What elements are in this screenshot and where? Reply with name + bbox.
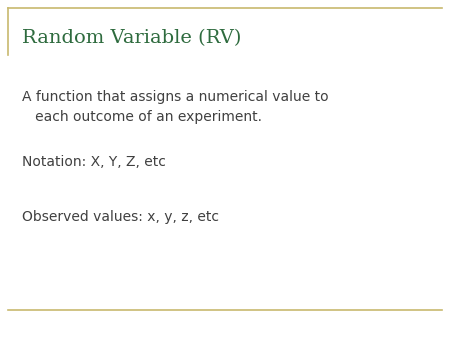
Text: Observed values: x, y, z, etc: Observed values: x, y, z, etc — [22, 210, 219, 224]
Text: Notation: X, Y, Z, etc: Notation: X, Y, Z, etc — [22, 155, 166, 169]
Text: A function that assigns a numerical value to
   each outcome of an experiment.: A function that assigns a numerical valu… — [22, 90, 328, 123]
Text: Random Variable (RV): Random Variable (RV) — [22, 29, 241, 47]
